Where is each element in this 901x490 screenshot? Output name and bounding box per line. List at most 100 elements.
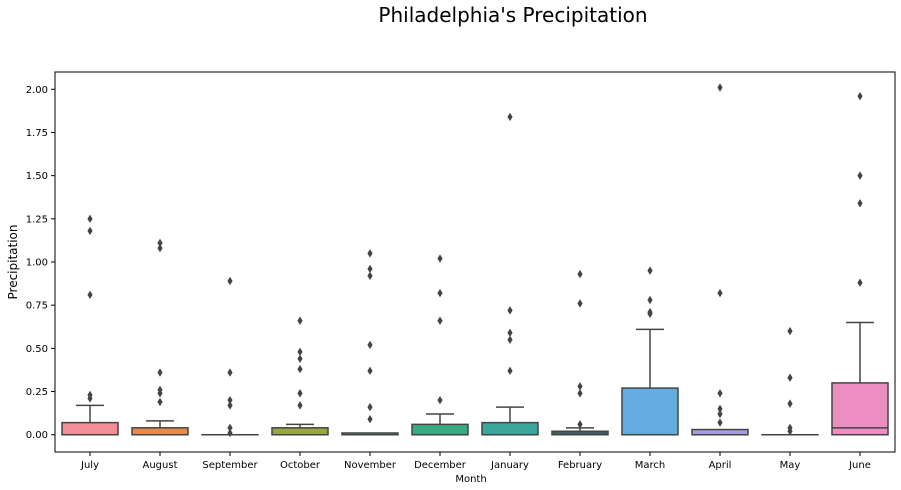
outlier-point xyxy=(227,276,233,286)
box-october xyxy=(271,316,329,436)
outlier-point xyxy=(227,428,233,438)
x-tick-label: September xyxy=(202,460,258,471)
plot-frame xyxy=(54,71,896,453)
x-tick-label: March xyxy=(635,460,665,471)
outlier-point xyxy=(297,389,303,398)
box-iqr xyxy=(691,428,749,436)
x-tick-label: April xyxy=(709,460,732,471)
outlier-point xyxy=(577,389,583,398)
x-tick-label: July xyxy=(80,460,99,471)
outlier-point xyxy=(367,402,373,412)
box-january xyxy=(481,112,539,436)
outlier-point xyxy=(717,418,723,427)
y-axis: 0.00 0.25 0.50 0.75 1.00 1.25 1.50 1.75 2.00 xyxy=(26,85,55,441)
outlier-point xyxy=(437,254,443,263)
outlier-point xyxy=(717,83,723,92)
outlier-point xyxy=(647,309,653,319)
outlier-point xyxy=(787,326,793,336)
x-tick-label: June xyxy=(848,460,871,471)
outlier-point xyxy=(297,316,303,325)
box-september xyxy=(201,276,259,438)
outlier-point xyxy=(367,414,373,424)
plot-area xyxy=(61,83,889,438)
box-august xyxy=(131,238,189,436)
x-axis: July August September October November Decemb… xyxy=(80,452,871,471)
x-tick-label: October xyxy=(280,460,321,471)
outlier-point xyxy=(157,368,163,377)
outlier-point xyxy=(367,249,373,258)
outlier-point xyxy=(297,364,303,374)
box-february xyxy=(551,269,609,436)
y-axis-label: Precipitation xyxy=(6,224,20,299)
outlier-point xyxy=(507,328,513,338)
x-tick-label: January xyxy=(490,460,529,471)
outlier-point xyxy=(157,238,163,248)
box-june xyxy=(831,91,889,436)
box-december xyxy=(411,254,469,436)
outlier-point xyxy=(367,340,373,350)
outlier-point xyxy=(577,382,583,391)
outlier-point xyxy=(367,271,373,281)
outlier-point xyxy=(857,278,863,287)
box-iqr xyxy=(61,421,119,436)
outlier-point xyxy=(857,171,863,180)
outlier-point xyxy=(157,389,163,398)
y-tick-label: 1.75 xyxy=(26,128,48,139)
box-iqr xyxy=(131,427,189,436)
outlier-point xyxy=(437,288,443,298)
outlier-point xyxy=(577,420,583,429)
box-iqr xyxy=(271,427,329,436)
outlier-point xyxy=(647,266,653,275)
outlier-point xyxy=(647,295,653,305)
x-tick-label: May xyxy=(780,460,801,471)
x-tick-label: November xyxy=(344,460,397,471)
box-iqr xyxy=(621,387,679,436)
outlier-point xyxy=(227,401,233,410)
outlier-point xyxy=(297,354,303,363)
outlier-point xyxy=(717,404,723,414)
outlier-point xyxy=(717,409,723,419)
y-tick-label: 2.00 xyxy=(26,85,48,96)
outlier-point xyxy=(857,91,863,101)
y-tick-label: 0.75 xyxy=(26,301,48,312)
outlier-point xyxy=(297,401,303,410)
x-tick-label: December xyxy=(414,460,467,471)
outlier-point xyxy=(857,199,863,208)
box-iqr xyxy=(831,382,889,436)
outlier-point xyxy=(87,290,93,300)
outlier-point xyxy=(717,389,723,398)
outlier-point xyxy=(787,427,793,436)
outlier-point xyxy=(507,335,513,344)
outlier-point xyxy=(157,397,163,407)
outlier-point xyxy=(507,112,513,122)
outlier-point xyxy=(507,306,513,315)
outlier-point xyxy=(227,423,233,433)
outlier-point xyxy=(297,347,303,357)
outlier-point xyxy=(367,366,373,376)
box-november xyxy=(341,249,399,436)
outlier-point xyxy=(787,399,793,408)
box-iqr xyxy=(481,421,539,436)
outlier-point xyxy=(507,366,513,376)
y-tick-label: 1.25 xyxy=(26,214,48,225)
box-april xyxy=(691,83,749,436)
y-tick-label: 0.25 xyxy=(26,387,48,398)
outlier-point xyxy=(437,316,443,325)
x-tick-label: February xyxy=(558,460,602,471)
y-tick-label: 1.00 xyxy=(26,258,48,269)
x-tick-label: August xyxy=(143,460,178,471)
outlier-point xyxy=(227,395,233,405)
box-july xyxy=(61,214,119,436)
outlier-point xyxy=(577,269,583,279)
outlier-point xyxy=(787,373,793,382)
outlier-point xyxy=(437,395,443,405)
outlier-point xyxy=(157,243,163,253)
x-axis-label: Month xyxy=(455,474,486,485)
y-tick-label: 0.00 xyxy=(26,430,48,441)
box-may xyxy=(761,326,819,436)
outlier-point xyxy=(367,264,373,274)
outlier-point xyxy=(87,214,93,224)
outlier-point xyxy=(227,368,233,377)
outlier-point xyxy=(717,288,723,298)
